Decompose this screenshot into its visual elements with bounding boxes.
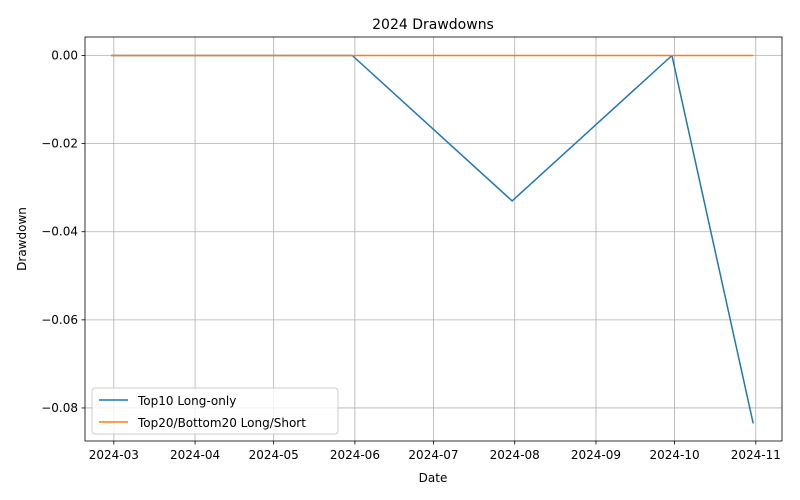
x-tick-label: 2024-06 xyxy=(330,448,380,462)
x-tick-label: 2024-10 xyxy=(649,448,699,462)
x-tick-label: 2024-11 xyxy=(731,448,781,462)
x-tick-label: 2024-08 xyxy=(490,448,540,462)
x-axis-ticks: 2024-03 2024-04 2024-05 2024-06 2024-07 2024-… xyxy=(89,441,781,462)
y-tick-label: −0.04 xyxy=(41,225,78,239)
x-tick-label: 2024-05 xyxy=(249,448,299,462)
x-tick-label: 2024-07 xyxy=(408,448,458,462)
x-axis-label: Date xyxy=(419,471,448,485)
y-axis-label: Drawdown xyxy=(15,207,29,271)
chart-title: 2024 Drawdowns xyxy=(372,17,494,33)
y-tick-label: −0.06 xyxy=(41,313,78,327)
legend-label-top20-bottom20: Top20/Bottom20 Long/Short xyxy=(137,416,306,430)
y-tick-label: 0.00 xyxy=(51,49,78,63)
y-tick-label: −0.02 xyxy=(41,137,78,151)
series-lines xyxy=(111,54,754,424)
legend: Top10 Long-only Top20/Bottom20 Long/Shor… xyxy=(91,387,339,435)
legend-label-top10: Top10 Long-only xyxy=(137,394,236,408)
x-tick-label: 2024-04 xyxy=(170,448,220,462)
x-tick-label: 2024-09 xyxy=(571,448,621,462)
x-tick-label: 2024-03 xyxy=(89,448,139,462)
legend-box xyxy=(91,387,339,435)
y-axis-ticks: 0.00 −0.02 −0.04 −0.06 −0.08 xyxy=(41,49,85,415)
y-tick-label: −0.08 xyxy=(41,401,78,415)
